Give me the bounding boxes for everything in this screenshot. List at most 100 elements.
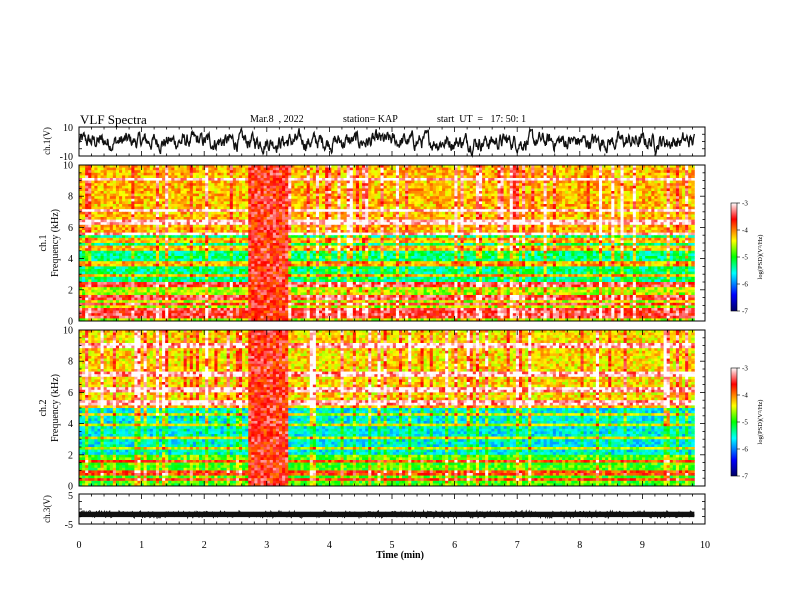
spectrogram-cell [598, 178, 603, 181]
spectrogram-cell [183, 224, 188, 228]
spectrogram-cell [663, 204, 668, 207]
spectrogram-cell [97, 222, 101, 226]
ch1-ytick-top: 10 [63, 123, 73, 134]
spectrogram-cell [509, 217, 514, 220]
spectrogram-cell [223, 180, 228, 184]
spectrogram-cell [155, 191, 160, 194]
spectrogram-cell [531, 167, 535, 171]
spectrogram-cell [282, 224, 286, 228]
spectrogram-cell [663, 222, 668, 226]
spectrogram-cell [540, 175, 544, 179]
spectrogram-cell [438, 224, 443, 228]
spectrogram-cell [278, 170, 283, 174]
spectrogram-cell [266, 222, 271, 226]
spectrogram-cell [362, 222, 366, 226]
spectrogram-cell [159, 211, 163, 215]
spectrogram-cell [186, 196, 191, 200]
spectrogram-cell [223, 198, 228, 202]
spectrogram-cell [494, 185, 498, 189]
spectrogram-cell [635, 188, 640, 192]
spectrogram-cell [229, 209, 234, 213]
spectrogram-cell [592, 217, 597, 220]
spectrogram-cell [472, 172, 477, 176]
spectrogram-cell [309, 191, 314, 194]
spectrogram-cell [186, 183, 191, 187]
spectrogram-cell [300, 183, 305, 187]
spectrogram-cell [688, 167, 692, 171]
spectrogram-cell [669, 188, 674, 192]
spectrogram-cell [666, 198, 671, 202]
spectrogram-cell [294, 224, 298, 228]
spectrogram-cell [546, 178, 551, 181]
spectrogram-cell [137, 201, 141, 205]
spectrogram-cell [352, 224, 357, 228]
spectrogram-cell [414, 180, 418, 184]
spectrogram-cell [343, 214, 348, 218]
spectrogram-cell [494, 191, 498, 194]
spectrogram-cell [195, 175, 200, 179]
spectrogram-cell [220, 165, 225, 168]
spectrogram-cell [198, 201, 203, 205]
spectrogram-cell [358, 198, 363, 202]
spectrogram-cell [260, 198, 265, 202]
spectrogram-cell [402, 211, 406, 215]
spectrogram-cell [189, 183, 194, 187]
spectrogram-cell [552, 222, 557, 226]
spectrogram-cell [472, 211, 477, 215]
spectrogram-cell [146, 185, 151, 189]
spectrogram-cell [195, 211, 200, 215]
spectrogram-cell [531, 214, 535, 218]
spectrogram-cell [106, 175, 111, 179]
spectrogram-cell [558, 222, 563, 226]
spectrogram-cell [586, 170, 591, 174]
spectrogram-cell [678, 185, 683, 189]
spectrogram-cell [171, 183, 175, 187]
spectrogram-cell [122, 227, 126, 231]
spectrogram-cell [395, 185, 400, 189]
spectrogram-cell [463, 222, 468, 226]
spectrogram-cell [140, 217, 145, 220]
spectrogram-cell [380, 188, 385, 192]
spectrogram-cell [635, 201, 640, 205]
spectrogram-cell [562, 170, 566, 174]
spectrogram-cell [180, 170, 185, 174]
spectrogram-cell [112, 172, 117, 176]
spectrogram-cell [549, 206, 554, 210]
spectrogram-cell [143, 211, 148, 215]
spectrogram-cell [629, 222, 634, 226]
spectrogram-cell [565, 211, 569, 215]
spectrogram-cell [106, 191, 111, 194]
spectrogram-cell [272, 217, 277, 220]
spectrogram-cell [672, 219, 677, 223]
spectrogram-cell [106, 198, 111, 202]
spectrogram-cell [165, 204, 169, 207]
spectrogram-cell [217, 214, 221, 218]
spectrogram-cell [309, 224, 314, 228]
spectrogram-cell [660, 224, 664, 228]
spectrogram-cell [475, 204, 480, 207]
spectrogram-cell [537, 201, 541, 205]
spectrogram-cell [645, 217, 649, 220]
spectrogram-cell [238, 167, 243, 171]
spectrogram-cell [325, 172, 329, 176]
spectrogram-cell [454, 167, 458, 171]
spectrogram-cell [678, 211, 683, 215]
spectrogram-cell [202, 227, 206, 231]
spectrogram-cell [134, 180, 138, 184]
spectrogram-cell [352, 167, 357, 171]
spectrogram-cell [303, 211, 308, 215]
spectrogram-cell [355, 198, 360, 202]
spectrogram-cell [617, 224, 621, 228]
spectrogram-cell [651, 172, 655, 176]
spectrogram-cell [82, 227, 86, 231]
spectrogram-cell [577, 180, 581, 184]
spectrogram-cell [500, 167, 504, 171]
spectrogram-cell [131, 185, 135, 189]
spectrogram-cell [337, 206, 341, 210]
spectrogram-cell [525, 224, 529, 228]
spectrogram-cell [426, 185, 431, 189]
spectrogram-cell [266, 178, 271, 181]
spectrogram-cell [377, 214, 381, 218]
spectrogram-cell [475, 198, 480, 202]
spectrogram-cell [371, 211, 375, 215]
